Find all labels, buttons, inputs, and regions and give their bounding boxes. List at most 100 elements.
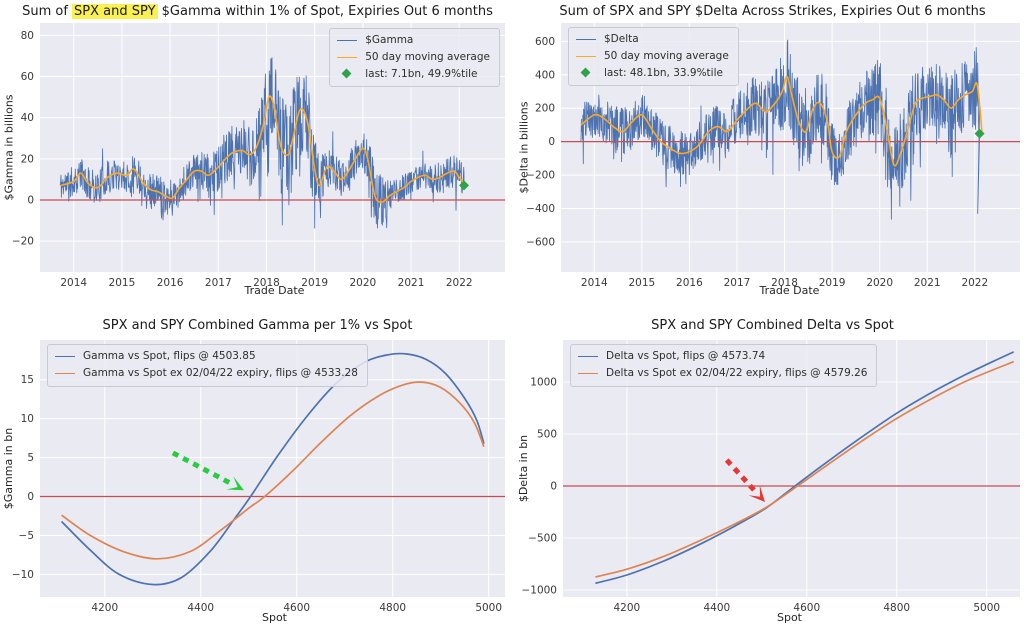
svg-text:40: 40 xyxy=(21,112,34,124)
legend-item: $Delta xyxy=(576,31,729,48)
tick-labels: 4200 4400 4600 4800 5000 −10 −5 0 5 10 15 xyxy=(12,374,502,614)
svg-text:0: 0 xyxy=(27,194,34,206)
legend-label: Gamma vs Spot, flips @ 4503.85 xyxy=(83,350,256,362)
legend-label: Delta vs Spot ex 02/04/22 expiry, flips … xyxy=(606,366,868,379)
line-swatch-icon xyxy=(337,39,358,41)
series xyxy=(40,352,505,586)
svg-text:2022: 2022 xyxy=(446,277,473,289)
chart-title-gamma-vs-spot: SPX and SPY Combined Gamma per 1% vs Spo… xyxy=(102,318,413,333)
panel-delta-vs-spot: SPX and SPY Combined Delta vs Spot 4200 4… xyxy=(515,314,1030,628)
diamond-marker-icon xyxy=(580,68,591,78)
flip-point-arrow-annotation xyxy=(171,450,244,491)
spx-spy-delta-timeseries-legend: $Delta 50 day moving average last: 48.1bn,… xyxy=(568,27,739,87)
svg-text:−500: −500 xyxy=(528,533,557,545)
svg-text:2022: 2022 xyxy=(961,277,988,289)
chart-title-gamma-timeseries: Sum of SPX and SPY $Gamma within 1% of S… xyxy=(22,4,493,19)
legend-label: 50 day moving average xyxy=(604,49,729,62)
legend-item: last: 7.1bn, 49.9%tile xyxy=(337,66,490,83)
x-axis-label-spot: Spot xyxy=(261,611,287,624)
spx-spy-gamma-timeseries-legend: $Gamma 50 day moving average last: 7.1bn, … xyxy=(329,28,500,88)
svg-text:4600: 4600 xyxy=(793,602,820,614)
svg-text:4800: 4800 xyxy=(883,602,910,614)
svg-text:−10: −10 xyxy=(12,569,34,581)
legend-item: Gamma vs Spot ex 02/04/22 expiry, flips … xyxy=(55,365,358,382)
svg-text:2020: 2020 xyxy=(349,277,376,289)
line-swatch-icon xyxy=(55,372,75,374)
line-swatch-icon xyxy=(55,355,75,357)
legend-item: Delta vs Spot ex 02/04/22 expiry, flips … xyxy=(578,365,867,382)
delta-vs-spot-curve-0 xyxy=(595,351,1015,585)
svg-text:4600: 4600 xyxy=(283,602,310,614)
svg-text:4200: 4200 xyxy=(614,602,641,614)
svg-text:5000: 5000 xyxy=(475,602,502,614)
svg-text:−200: −200 xyxy=(526,170,555,182)
svg-text:4400: 4400 xyxy=(187,602,214,614)
line-swatch-icon xyxy=(576,38,596,40)
svg-text:2016: 2016 xyxy=(676,277,703,289)
legend-label: last: 48.1bn, 33.9%tile xyxy=(604,66,723,79)
svg-text:0: 0 xyxy=(550,481,557,493)
svg-text:5000: 5000 xyxy=(973,602,1000,614)
chart-title-delta-timeseries: Sum of SPX and SPY $Delta Across Strikes… xyxy=(559,4,986,19)
svg-text:2014: 2014 xyxy=(60,277,87,289)
line-swatch-icon xyxy=(578,355,598,357)
highlighted-title-text: SPX and SPY xyxy=(72,4,158,19)
svg-text:−400: −400 xyxy=(526,203,555,215)
x-axis-label-trade-date: Trade Date xyxy=(244,284,305,297)
svg-text:2017: 2017 xyxy=(724,277,751,289)
svg-text:2021: 2021 xyxy=(398,277,425,289)
svg-text:200: 200 xyxy=(535,103,555,115)
legend-label: $Delta xyxy=(604,33,639,45)
svg-text:0: 0 xyxy=(27,491,34,503)
svg-text:−20: −20 xyxy=(12,236,34,248)
delta-vs-spot-legend: Delta vs Spot, flips @ 4573.74 Delta vs S… xyxy=(570,344,878,387)
svg-text:80: 80 xyxy=(21,30,34,42)
last-value-diamond-marker xyxy=(459,180,470,191)
spx-spy-delta-timeseries-moving-average-line xyxy=(580,75,983,167)
svg-text:2019: 2019 xyxy=(301,277,328,289)
svg-text:20: 20 xyxy=(21,153,34,165)
svg-text:−5: −5 xyxy=(19,530,34,542)
svg-text:−600: −600 xyxy=(526,236,555,248)
y-axis-label-gamma-billions: $Gamma in billions xyxy=(2,94,16,201)
series xyxy=(561,39,1020,220)
legend-item: 50 day moving average xyxy=(337,49,490,66)
svg-text:1000: 1000 xyxy=(530,377,557,389)
legend-label: $Gamma xyxy=(365,34,414,46)
y-axis-label-delta-bn: $Delta in bn xyxy=(517,434,531,503)
gamma-vs-spot-curve-1 xyxy=(61,381,485,560)
svg-text:2020: 2020 xyxy=(866,277,893,289)
svg-text:5: 5 xyxy=(27,452,34,464)
legend-label: last: 7.1bn, 49.9%tile xyxy=(365,67,478,80)
delta-vs-spot-curve-1 xyxy=(595,360,1015,578)
svg-text:15: 15 xyxy=(21,374,34,386)
svg-text:500: 500 xyxy=(537,429,557,441)
svg-text:2017: 2017 xyxy=(205,277,232,289)
svg-text:10: 10 xyxy=(21,413,34,425)
flip-point-arrow-annotation xyxy=(724,458,765,502)
tick-labels: 4200 4400 4600 4800 5000 −1000 −500 0 500 1000 xyxy=(521,377,1000,614)
svg-text:−1000: −1000 xyxy=(521,585,557,597)
chart-title-delta-vs-spot: SPX and SPY Combined Delta vs Spot xyxy=(651,318,894,333)
line-swatch-icon xyxy=(578,372,598,374)
svg-text:2018: 2018 xyxy=(771,277,798,289)
last-value-diamond-marker xyxy=(974,128,985,139)
diamond-marker-icon xyxy=(341,69,352,79)
y-axis-label-delta-billions: $Delta in billions xyxy=(517,101,531,194)
svg-text:2018: 2018 xyxy=(253,277,280,289)
gamma-vs-spot-curve-0 xyxy=(60,352,485,586)
tick-labels: 2014 2015 2016 2017 2018 2019 2020 2021 2022 −600… xyxy=(526,36,988,289)
legend-item: 50 day moving average xyxy=(576,48,729,65)
line-swatch-icon xyxy=(337,56,358,58)
svg-text:4800: 4800 xyxy=(379,602,406,614)
svg-text:2014: 2014 xyxy=(581,277,608,289)
series xyxy=(40,57,505,229)
legend-item: last: 48.1bn, 33.9%tile xyxy=(576,65,729,82)
svg-text:2015: 2015 xyxy=(109,277,136,289)
svg-text:600: 600 xyxy=(535,36,555,48)
legend-label: Delta vs Spot, flips @ 4573.74 xyxy=(606,350,766,362)
series xyxy=(563,351,1020,585)
spx-spy-gamma-timeseries-moving-average-line xyxy=(59,95,465,203)
svg-text:400: 400 xyxy=(535,69,555,81)
